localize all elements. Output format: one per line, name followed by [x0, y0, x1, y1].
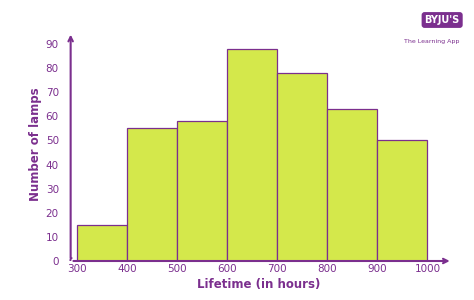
Bar: [277, 73, 327, 261]
Bar: [77, 225, 127, 261]
Bar: [127, 128, 177, 261]
Bar: [227, 49, 277, 261]
X-axis label: Lifetime (in hours): Lifetime (in hours): [197, 278, 320, 291]
Bar: [177, 121, 227, 261]
Y-axis label: Number of lamps: Number of lamps: [28, 87, 42, 201]
Text: The Learning App: The Learning App: [404, 39, 460, 44]
Text: BYJU'S: BYJU'S: [425, 15, 460, 25]
Bar: [327, 109, 377, 261]
Bar: [377, 140, 428, 261]
